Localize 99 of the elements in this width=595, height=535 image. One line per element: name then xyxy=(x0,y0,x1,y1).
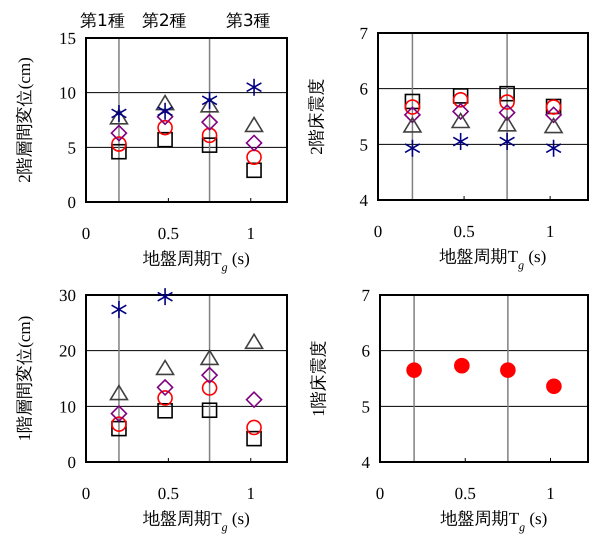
y-axis-title: 1階層間変位(cm) xyxy=(15,316,34,442)
point xyxy=(110,405,128,422)
point xyxy=(403,117,422,133)
point xyxy=(246,420,262,436)
point xyxy=(200,96,219,113)
point xyxy=(110,109,128,125)
text: 第1種 xyxy=(80,11,125,31)
y-tick-label: 5 xyxy=(362,397,370,416)
point xyxy=(246,430,262,446)
point xyxy=(156,379,174,396)
point xyxy=(111,416,127,432)
y-tick-label: 4 xyxy=(362,453,370,472)
point xyxy=(201,366,218,384)
y-tick-label: 4 xyxy=(360,191,368,210)
point xyxy=(545,138,562,158)
point xyxy=(200,350,219,366)
text: 第2種 xyxy=(142,11,187,31)
point xyxy=(110,300,128,319)
x-tick-label: 0.5 xyxy=(158,484,179,503)
y-tick-label: 15 xyxy=(59,29,76,48)
point xyxy=(546,378,562,394)
x-tick-label: 0.5 xyxy=(158,224,179,243)
y-tick-label: 5 xyxy=(360,135,368,154)
point xyxy=(244,334,264,350)
point xyxy=(110,104,128,123)
y-axis-title: 1階床震度 xyxy=(309,340,328,417)
point xyxy=(202,137,218,153)
point xyxy=(246,162,262,178)
point xyxy=(201,91,218,110)
point xyxy=(499,86,515,102)
point xyxy=(111,420,127,436)
y-tick-label: 0 xyxy=(68,193,76,212)
x-tick-label: 0 xyxy=(82,484,90,503)
point xyxy=(156,287,174,306)
x-axis-title: 地盤周期T$_{g}$ (s) xyxy=(440,509,548,534)
point xyxy=(545,106,562,124)
y-axis-title: 2階層間変位(cm) xyxy=(15,57,34,183)
point xyxy=(201,114,218,130)
point xyxy=(498,104,516,121)
y-tick-label: 10 xyxy=(59,84,76,103)
point xyxy=(202,380,218,396)
point xyxy=(246,78,262,96)
y-tick-label: 10 xyxy=(59,397,76,416)
point xyxy=(202,402,218,418)
x-axis-title: 地盤周期T$_{g}$ (s) xyxy=(438,247,546,272)
point xyxy=(111,144,127,160)
x-tick-label: 1 xyxy=(546,484,555,503)
point xyxy=(246,149,262,165)
x-tick-label: 1 xyxy=(246,484,256,503)
point xyxy=(156,108,174,126)
point xyxy=(498,116,516,132)
x-tick-label: 0.5 xyxy=(454,484,476,503)
point xyxy=(157,132,173,148)
point xyxy=(110,384,128,400)
point xyxy=(404,99,420,115)
point xyxy=(156,360,174,376)
y-tick-label: 6 xyxy=(362,342,370,361)
point xyxy=(406,362,422,378)
point xyxy=(404,106,421,124)
point xyxy=(244,116,264,132)
x-axis-title: 地盤周期T$_{g}$ (s) xyxy=(142,249,250,274)
x-tick-label: 0 xyxy=(82,224,90,243)
point xyxy=(498,132,516,151)
x-tick-label: 1 xyxy=(546,222,554,241)
point xyxy=(451,112,470,128)
point xyxy=(454,358,470,374)
point xyxy=(157,390,173,406)
point xyxy=(246,134,262,152)
point xyxy=(544,118,563,134)
x-tick-label: 0.5 xyxy=(453,222,475,241)
point xyxy=(404,94,420,110)
x-tick-label: 0 xyxy=(374,222,382,241)
x-tick-label: 0 xyxy=(376,484,384,503)
y-tick-label: 20 xyxy=(59,342,76,361)
y-tick-label: 7 xyxy=(360,24,368,43)
point xyxy=(157,120,173,136)
x-axis-title: 地盤周期T$_{g}$ (s) xyxy=(142,509,250,534)
point xyxy=(500,362,516,378)
y-tick-label: 30 xyxy=(59,286,76,305)
y-tick-label: 0 xyxy=(68,453,76,472)
point xyxy=(202,128,218,144)
point xyxy=(452,88,468,104)
y-axis-title: 2階床震度 xyxy=(307,78,326,155)
y-tick-label: 6 xyxy=(360,80,368,99)
point xyxy=(404,138,421,158)
point xyxy=(110,124,128,142)
point xyxy=(156,102,174,121)
x-tick-label: 1 xyxy=(246,224,256,243)
point xyxy=(157,402,173,419)
text: 第3種 xyxy=(226,11,271,31)
point xyxy=(452,92,468,108)
y-tick-label: 5 xyxy=(68,138,76,158)
point xyxy=(452,132,469,151)
point xyxy=(246,391,262,408)
point xyxy=(111,136,127,152)
point xyxy=(156,94,174,110)
point xyxy=(499,94,515,110)
y-tick-label: 7 xyxy=(362,286,370,305)
point xyxy=(452,103,469,120)
